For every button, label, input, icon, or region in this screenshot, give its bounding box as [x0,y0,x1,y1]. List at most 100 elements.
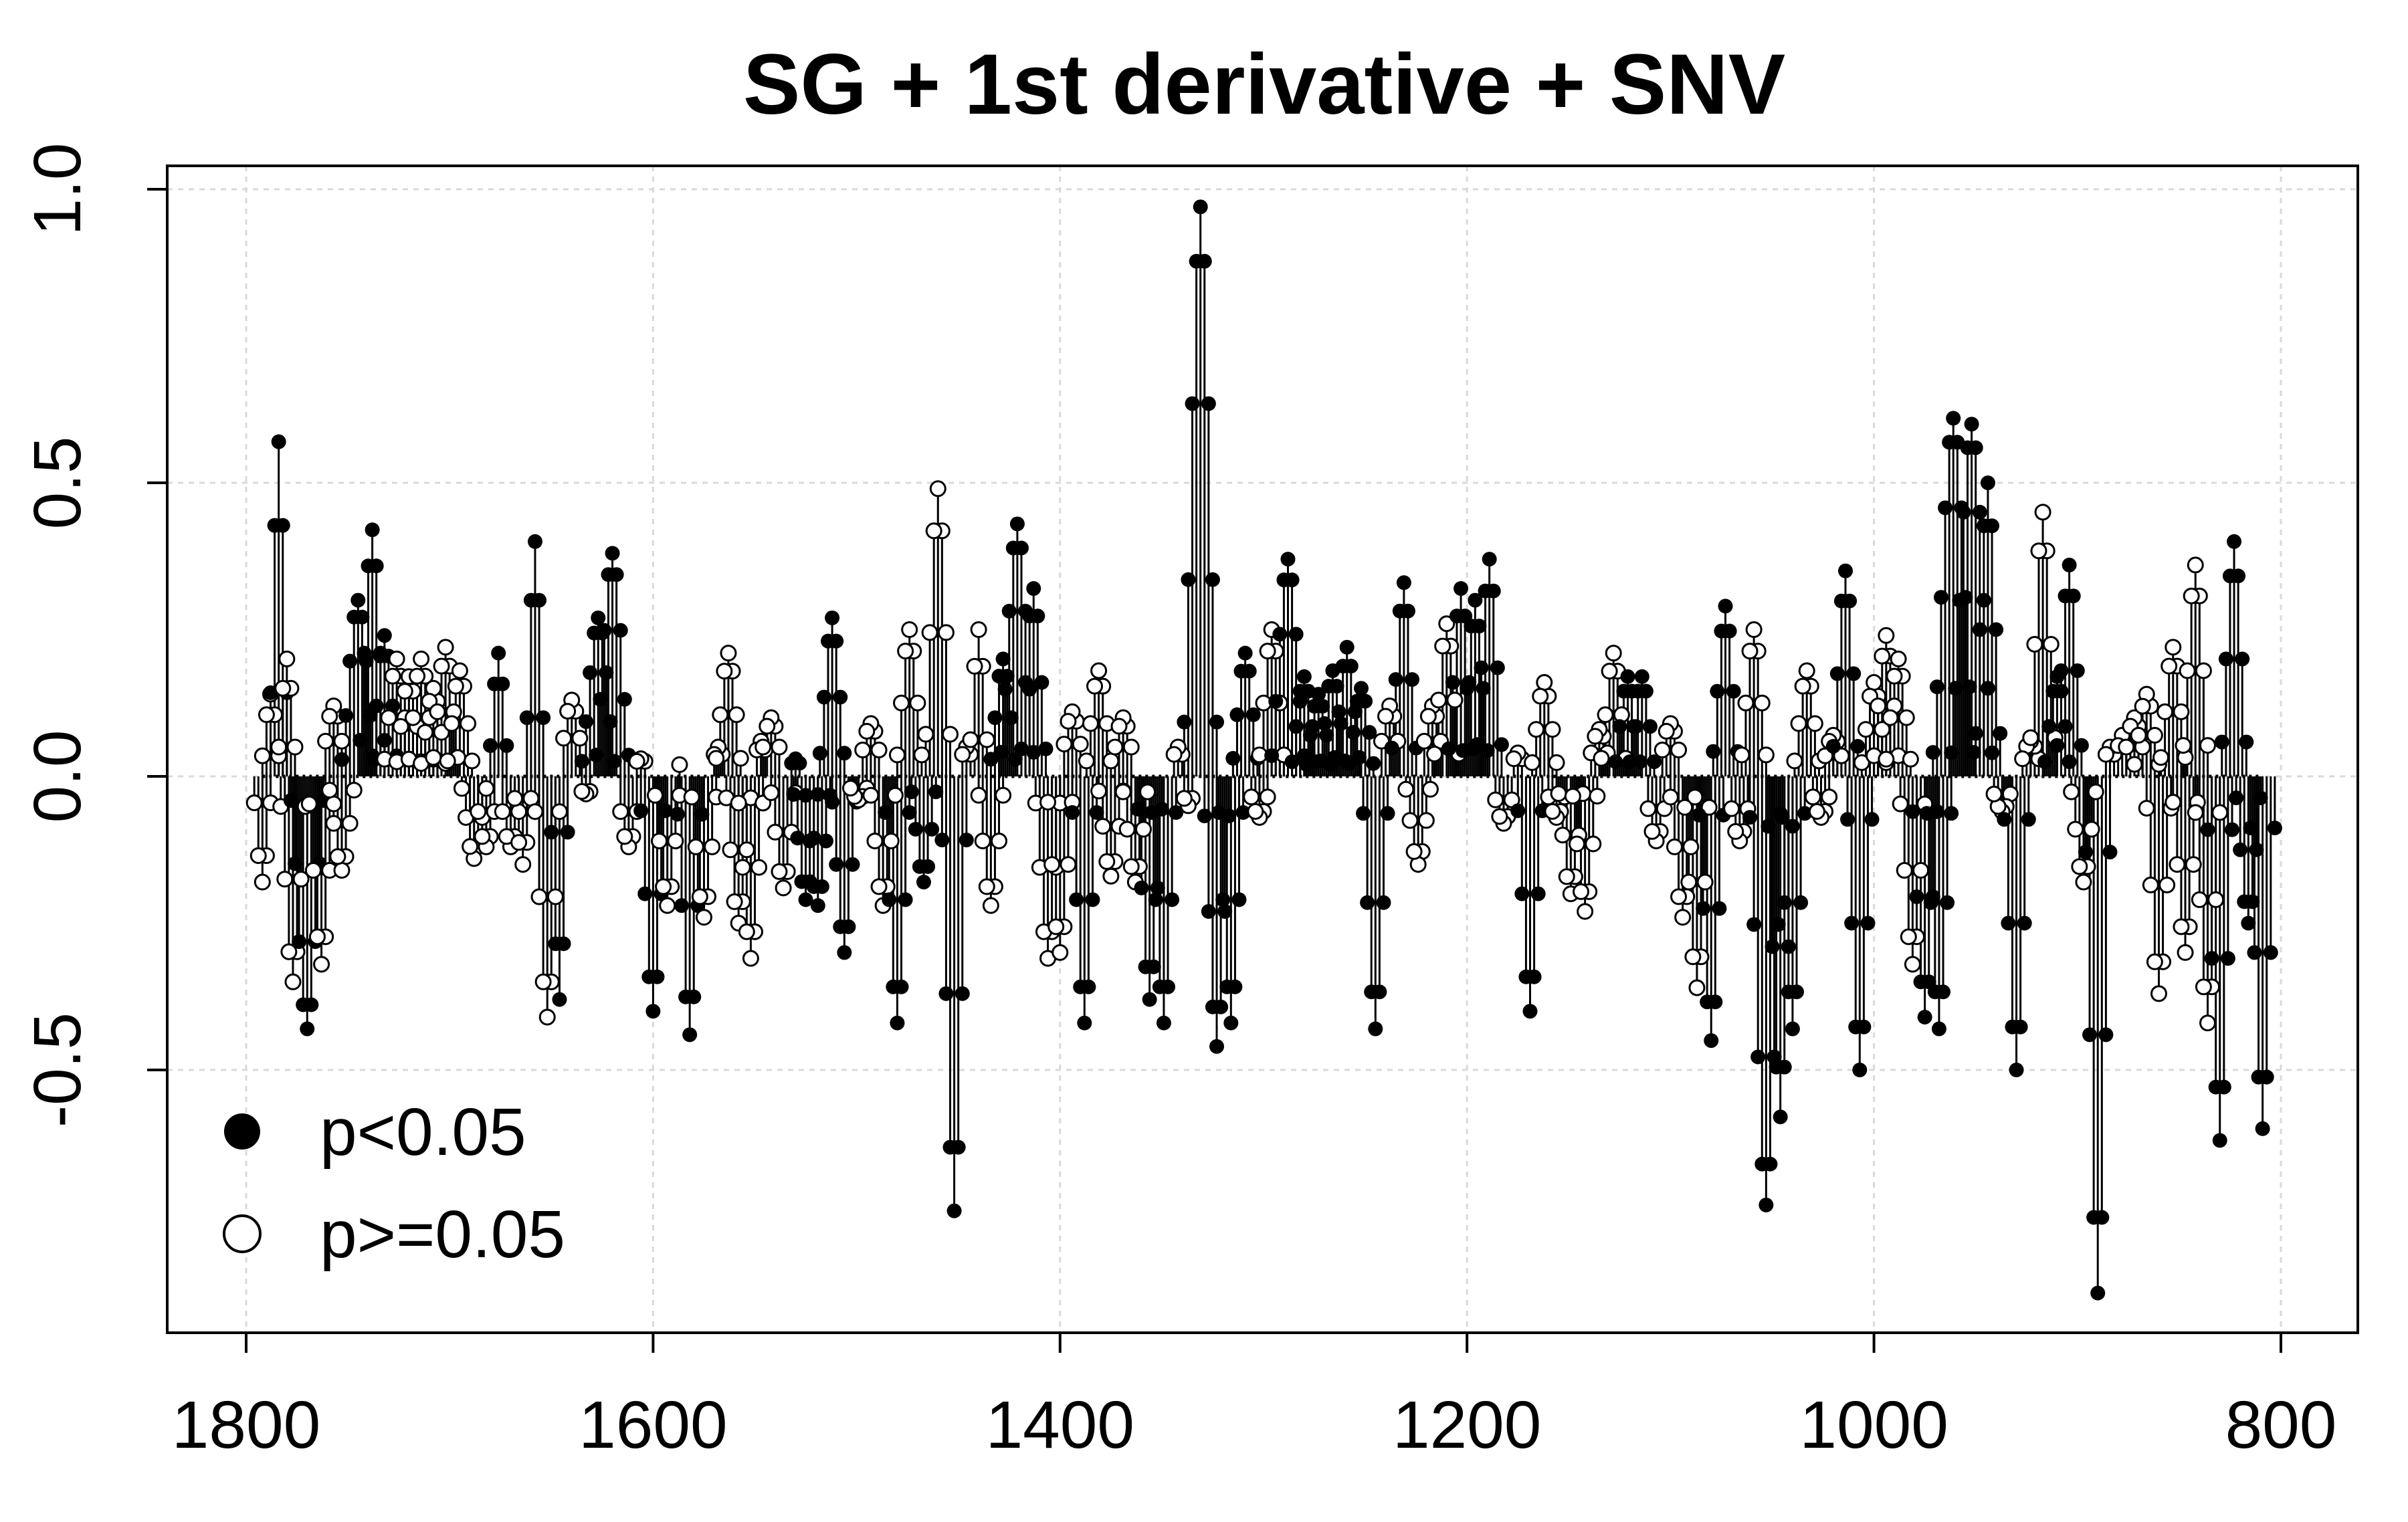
x-tick-label: 1800 [172,1388,320,1462]
point-nonsignificant [304,861,322,879]
point-significant [1038,741,1054,756]
point-nonsignificant [1548,754,1565,771]
legend-marker-significant [224,1113,260,1150]
point-significant [786,787,801,802]
point-significant [334,752,349,767]
point-nonsignificant [720,645,737,662]
point-significant [633,803,649,819]
point-significant [641,969,657,984]
point-nonsignificant [2138,800,2155,817]
point-significant [1704,1033,1719,1049]
point-nonsignificant [286,738,304,756]
point-nonsignificant [470,803,487,821]
point-nonsignificant [1405,843,1423,860]
point-nonsignificant [1568,835,1585,853]
point-nonsignificant [1680,873,1698,891]
point-significant [1781,939,1796,954]
point-nonsignificant [2026,635,2043,653]
point-significant [544,825,559,840]
point-significant [1948,681,1963,696]
point-nonsignificant [659,897,676,914]
point-nonsignificant [1857,721,1874,738]
point-significant [2058,719,2073,734]
point-significant [1944,745,1959,760]
point-nonsignificant [1039,794,1057,811]
point-significant [790,831,805,846]
point-significant [1001,603,1017,619]
point-significant [1691,807,1706,823]
point-significant [837,945,852,960]
point-significant [1237,645,1253,661]
point-significant [1785,1021,1800,1037]
point-nonsignificant [858,723,876,740]
point-significant [1014,741,1029,756]
point-significant [1065,805,1080,821]
point-nonsignificant [341,814,359,832]
point-significant [1952,592,1967,608]
point-nonsignificant [612,803,629,821]
point-nonsignificant [917,726,934,743]
point-nonsignificant [1682,838,1700,855]
point-significant [2212,1133,2227,1148]
point-nonsignificant [671,756,688,773]
point-nonsignificant [1985,785,2003,802]
point-nonsignificant [1666,838,1683,855]
point-significant [601,567,616,582]
point-nonsignificant [1047,918,1065,936]
point-nonsignificant [1098,853,1116,870]
point-nonsignificant [546,888,564,905]
point-significant [1964,417,1979,432]
point-nonsignificant [1139,783,1157,800]
point-nonsignificant [447,677,464,695]
point-significant [1292,683,1308,699]
point-nonsignificant [258,706,275,724]
point-significant [1972,622,1987,637]
x-tick-label: 1600 [579,1388,727,1462]
point-significant [1085,892,1100,907]
point-significant [928,784,944,800]
point-significant [1746,917,1762,932]
point-significant [1233,663,1249,679]
point-significant [1235,805,1251,821]
point-significant [1077,1015,1092,1030]
point-nonsignificant [1243,788,1260,806]
point-nonsignificant [1532,687,1549,705]
point-nonsignificant [2183,587,2200,605]
point-nonsignificant [2022,729,2039,746]
point-significant [1626,719,1641,734]
point-nonsignificant [1898,709,1915,726]
point-significant [1189,253,1204,269]
y-tick-label: -0.5 [20,1012,95,1127]
point-significant [1034,675,1049,690]
point-significant [1797,806,1813,821]
point-nonsignificant [1601,663,1618,680]
point-nonsignificant [1401,812,1419,829]
point-nonsignificant [1415,732,1433,750]
point-significant [1913,974,1928,990]
point-significant [483,738,498,753]
point-nonsignificant [2134,697,2151,715]
point-nonsignificant [767,823,784,841]
point-nonsignificant [1890,650,1907,667]
point-nonsignificant [2175,737,2192,754]
point-significant [1333,716,1348,731]
point-nonsignificant [2207,891,2225,908]
point-significant [1341,756,1357,771]
x-tick-label: 1200 [1393,1388,1541,1462]
point-significant [1980,475,1995,490]
point-nonsignificant [2185,856,2202,873]
point-significant [346,609,362,625]
point-nonsignificant [995,786,1012,804]
point-nonsignificant [1528,721,1545,738]
point-significant [357,645,372,661]
point-significant [1976,518,1991,534]
point-nonsignificant [2177,944,2194,961]
point-nonsignificant [755,738,772,756]
point-nonsignificant [759,718,776,735]
point-significant [1138,959,1153,974]
point-nonsignificant [506,790,524,807]
point-nonsignificant [2087,783,2104,800]
point-significant [579,714,594,730]
point-nonsignificant [555,730,573,747]
point-nonsignificant [1904,956,1921,973]
